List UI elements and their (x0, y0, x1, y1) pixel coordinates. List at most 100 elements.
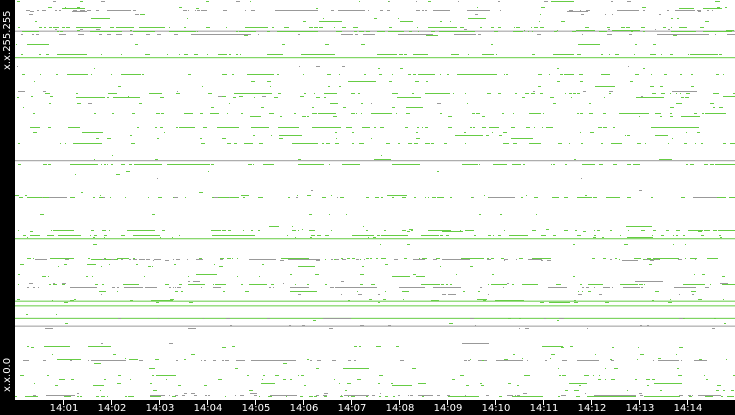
activity-mark (698, 395, 716, 396)
activity-mark (65, 235, 66, 236)
activity-mark (705, 287, 709, 288)
activity-mark (116, 174, 120, 175)
activity-mark (444, 143, 447, 144)
activity-mark (543, 113, 544, 114)
activity-mark (553, 54, 570, 55)
activity-mark (448, 116, 452, 117)
activity-mark (446, 235, 449, 236)
activity-mark (188, 276, 189, 277)
activity-mark (733, 375, 735, 376)
activity-mark (236, 1, 240, 2)
activity-mark (503, 132, 507, 133)
activity-mark (395, 93, 398, 94)
activity-mark (425, 93, 450, 94)
activity-mark (650, 86, 654, 87)
activity-mark (715, 164, 735, 165)
activity-mark (136, 264, 138, 265)
activity-mark (50, 235, 54, 236)
activity-mark (353, 27, 358, 28)
activity-mark (714, 258, 715, 259)
activity-mark (298, 34, 300, 35)
activity-mark (722, 276, 725, 277)
activity-mark (366, 31, 370, 32)
activity-mark (409, 229, 413, 230)
activity-mark (678, 375, 682, 376)
activity-mark (343, 107, 346, 108)
activity-mark (523, 164, 525, 165)
activity-mark (462, 164, 478, 165)
activity-mark (237, 258, 238, 259)
activity-mark (577, 54, 581, 55)
activity-mark (601, 74, 605, 75)
activity-mark (422, 396, 424, 397)
activity-mark (543, 7, 544, 8)
activity-mark (332, 360, 336, 361)
activity-mark (670, 299, 671, 300)
activity-mark (676, 360, 679, 361)
activity-mark (676, 103, 682, 104)
x-tick-label: 14:05 (241, 403, 271, 414)
activity-mark (560, 74, 563, 75)
activity-mark (149, 93, 160, 94)
activity-mark (635, 379, 637, 380)
activity-mark (267, 318, 270, 319)
activity-mark (73, 235, 75, 236)
activity-mark (675, 10, 695, 11)
activity-mark (531, 27, 532, 28)
activity-mark (373, 395, 375, 396)
activity-mark (733, 230, 735, 231)
activity-mark (108, 93, 110, 94)
activity-mark (150, 383, 152, 384)
activity-mark (223, 291, 225, 292)
activity-mark (612, 14, 613, 15)
activity-mark (573, 276, 575, 277)
activity-mark (43, 360, 46, 361)
activity-mark (196, 8, 199, 9)
activity-mark (439, 27, 441, 28)
activity-mark (569, 143, 570, 144)
activity-mark (517, 385, 519, 386)
activity-mark (389, 1, 390, 2)
activity-mark (232, 346, 235, 347)
activity-mark (298, 266, 313, 267)
activity-mark (714, 54, 718, 55)
activity-mark (278, 127, 299, 128)
activity-mark (156, 375, 176, 376)
activity-mark (116, 34, 119, 35)
activity-mark (574, 159, 576, 160)
activity-mark (470, 266, 473, 267)
activity-mark (309, 396, 313, 397)
activity-mark (590, 132, 594, 133)
activity-mark (396, 113, 397, 114)
activity-mark (650, 260, 654, 261)
activity-mark (128, 287, 142, 288)
activity-mark (594, 230, 595, 231)
activity-mark (514, 27, 515, 28)
activity-mark (40, 74, 41, 75)
activity-mark (366, 258, 369, 259)
activity-mark (655, 127, 656, 128)
activity-mark (375, 197, 379, 198)
activity-mark (595, 354, 596, 355)
activity-mark (269, 54, 270, 55)
activity-mark (478, 360, 482, 361)
activity-mark (580, 113, 583, 114)
activity-mark (290, 291, 317, 292)
activity-mark (147, 235, 158, 236)
activity-mark (561, 395, 565, 396)
activity-mark (348, 81, 376, 82)
activity-mark (236, 360, 240, 361)
activity-mark (152, 266, 153, 267)
activity-mark (483, 300, 486, 301)
activity-mark (64, 396, 68, 397)
activity-mark (582, 291, 583, 292)
activity-mark (102, 259, 105, 260)
activity-mark (360, 259, 361, 260)
activity-mark (671, 27, 672, 28)
activity-mark (418, 383, 426, 384)
activity-mark (405, 127, 408, 128)
activity-mark (534, 27, 538, 28)
activity-mark (723, 74, 724, 75)
activity-mark (364, 259, 365, 260)
activity-mark (189, 302, 193, 303)
